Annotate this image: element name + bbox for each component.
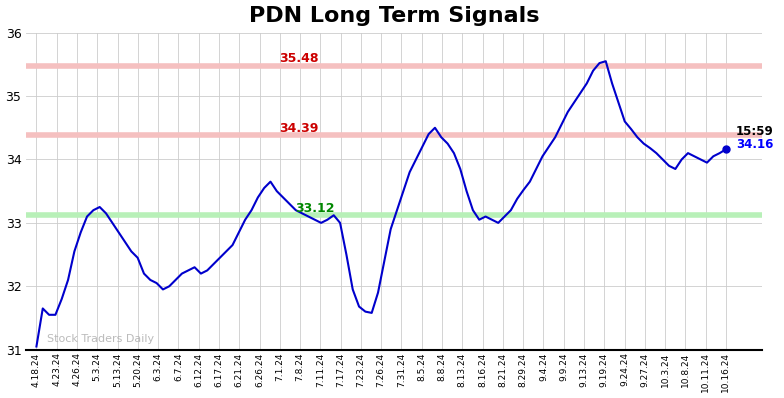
Text: 35.48: 35.48	[279, 53, 319, 65]
Text: 34.16: 34.16	[736, 138, 774, 151]
Text: 15:59: 15:59	[736, 125, 774, 139]
Text: Stock Traders Daily: Stock Traders Daily	[46, 334, 154, 344]
Text: 33.12: 33.12	[296, 202, 335, 215]
Text: 34.39: 34.39	[279, 121, 319, 135]
Title: PDN Long Term Signals: PDN Long Term Signals	[249, 6, 539, 25]
